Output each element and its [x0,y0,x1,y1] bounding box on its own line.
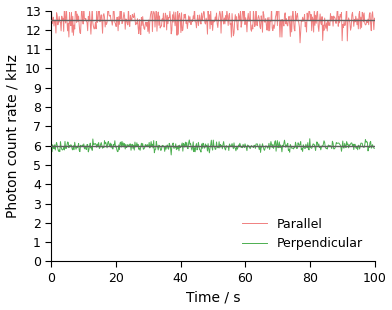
Parallel [372,16,377,20]
Legend: Parallel, Perpendicular: Parallel, Perpendicular [237,213,368,255]
Perpendicular [49,140,54,144]
Parallel [366,17,370,21]
Perpendicular [205,149,210,153]
X-axis label: Time / s: Time / s [186,290,240,304]
Perpendicular [225,145,229,149]
Line: Perpendicular: Perpendicular [51,139,374,155]
Parallel [49,6,54,10]
Parallel [224,18,229,22]
Parallel [241,18,246,22]
Parallel [315,9,320,12]
Perpendicular [307,137,312,141]
Parallel [254,0,258,1]
Perpendicular [203,142,208,146]
Line: Parallel: Parallel [51,0,374,43]
Perpendicular [242,146,247,149]
Perpendicular [315,141,320,145]
Parallel [298,41,302,45]
Perpendicular [372,146,377,150]
Perpendicular [366,149,370,153]
Perpendicular [169,153,174,157]
Y-axis label: Photon count rate / kHz: Photon count rate / kHz [5,54,20,218]
Parallel [205,19,209,23]
Parallel [203,21,207,24]
